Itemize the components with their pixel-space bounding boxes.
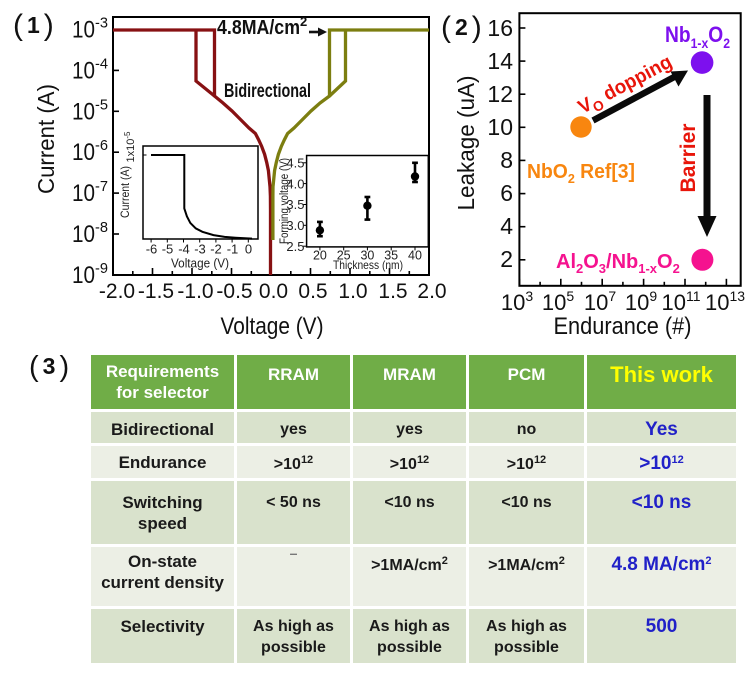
svg-text:10-4: 10-4 bbox=[72, 55, 108, 84]
svg-text:Nb1-xO2: Nb1-xO2 bbox=[665, 22, 730, 51]
svg-text:109: 109 bbox=[625, 288, 657, 315]
svg-text:30: 30 bbox=[360, 249, 374, 263]
svg-text:-5: -5 bbox=[162, 242, 174, 257]
svg-text:4.0: 4.0 bbox=[286, 176, 304, 191]
svg-text:-6: -6 bbox=[146, 242, 158, 257]
svg-text:3.0: 3.0 bbox=[286, 218, 304, 233]
svg-text:1013: 1013 bbox=[705, 288, 745, 315]
svg-text:2.5: 2.5 bbox=[286, 239, 304, 254]
svg-text:1.0: 1.0 bbox=[338, 280, 367, 303]
svg-text:10-7: 10-7 bbox=[72, 178, 108, 207]
svg-text:2.0: 2.0 bbox=[417, 280, 446, 303]
svg-text:10-5: 10-5 bbox=[72, 96, 108, 125]
svg-text:-1.0: -1.0 bbox=[177, 280, 213, 303]
svg-text:4.5: 4.5 bbox=[286, 156, 304, 171]
svg-text:-2: -2 bbox=[210, 242, 222, 257]
svg-text:0: 0 bbox=[245, 242, 252, 257]
svg-text:20: 20 bbox=[313, 249, 327, 263]
svg-text:(1): (1) bbox=[13, 9, 54, 42]
svg-text:14: 14 bbox=[487, 48, 513, 74]
svg-text:1x10-5: 1x10-5 bbox=[123, 131, 137, 163]
svg-text:(2): (2) bbox=[441, 11, 482, 44]
svg-text:Forming voltage (V): Forming voltage (V) bbox=[279, 158, 291, 244]
svg-text:6: 6 bbox=[500, 180, 513, 206]
svg-text:Voltage (V): Voltage (V) bbox=[221, 313, 324, 340]
svg-text:107: 107 bbox=[584, 288, 616, 315]
svg-text:10-6: 10-6 bbox=[72, 137, 108, 166]
svg-text:25: 25 bbox=[337, 249, 351, 263]
svg-text:3.5: 3.5 bbox=[286, 197, 304, 212]
svg-text:2: 2 bbox=[500, 246, 513, 272]
svg-text:Al2O3/Nb1-xO2: Al2O3/Nb1-xO2 bbox=[556, 251, 680, 276]
svg-text:Barrier: Barrier bbox=[677, 124, 700, 193]
svg-text:0.5: 0.5 bbox=[298, 280, 327, 303]
svg-text:1.5: 1.5 bbox=[378, 280, 407, 303]
svg-text:1011: 1011 bbox=[661, 288, 700, 315]
svg-text:-1.5: -1.5 bbox=[138, 280, 174, 303]
svg-text:Current (A): Current (A) bbox=[33, 84, 59, 194]
svg-text:Bidirectional: Bidirectional bbox=[224, 81, 311, 102]
svg-text:-0.5: -0.5 bbox=[216, 280, 252, 303]
svg-text:Voltage (V): Voltage (V) bbox=[171, 256, 229, 271]
svg-text:10-9: 10-9 bbox=[72, 260, 108, 289]
svg-text:-1: -1 bbox=[227, 242, 239, 257]
svg-text:-3: -3 bbox=[194, 242, 206, 257]
svg-text:12: 12 bbox=[487, 81, 513, 107]
svg-text:40: 40 bbox=[408, 249, 422, 263]
svg-text:10: 10 bbox=[487, 114, 513, 140]
svg-text:4: 4 bbox=[500, 213, 513, 239]
svg-text:4.8MA/cm2: 4.8MA/cm2 bbox=[217, 14, 307, 39]
svg-text:Thickness (nm): Thickness (nm) bbox=[333, 258, 403, 272]
svg-text:10-3: 10-3 bbox=[72, 15, 108, 44]
svg-text:105: 105 bbox=[542, 288, 574, 315]
svg-text:-4: -4 bbox=[178, 242, 190, 257]
svg-text:8: 8 bbox=[500, 147, 513, 173]
svg-text:10-8: 10-8 bbox=[72, 219, 108, 248]
svg-text:Endurance (#): Endurance (#) bbox=[554, 313, 692, 340]
svg-text:35: 35 bbox=[384, 249, 398, 263]
svg-text:-2.0: -2.0 bbox=[99, 280, 135, 303]
svg-text:NbO2 Ref[3]: NbO2 Ref[3] bbox=[527, 161, 635, 186]
svg-text:Leakage (uA): Leakage (uA) bbox=[453, 76, 479, 211]
svg-text:Current (A): Current (A) bbox=[118, 166, 132, 218]
svg-text:16: 16 bbox=[487, 15, 513, 41]
svg-text:103: 103 bbox=[501, 288, 533, 315]
svg-text:0.0: 0.0 bbox=[259, 280, 288, 303]
